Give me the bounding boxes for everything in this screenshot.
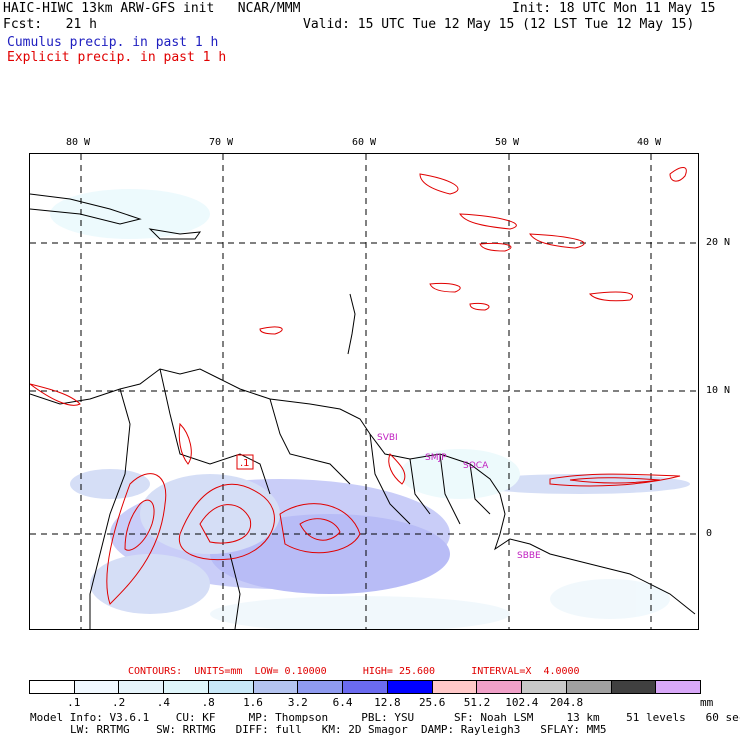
footer-damp: DAMP: Rayleigh3 [421, 723, 521, 736]
scale-swatch [431, 681, 477, 693]
lon-label-40w: 40 W [637, 137, 662, 148]
contours-label: CONTOURS: [128, 666, 183, 677]
scale-label: .4 [156, 696, 171, 709]
footer-dt: 60 sec [705, 711, 740, 724]
scale-swatch [30, 681, 74, 693]
footer-levels: 51 levels [626, 711, 686, 724]
lat-lon-grid [30, 154, 698, 629]
contours-interval: INTERVAL=X 4.0000 [471, 666, 580, 677]
contours-units: UNITS=mm [194, 666, 243, 677]
footer-mp: MP: Thompson [248, 711, 329, 724]
lat-label-0: 0 [706, 528, 713, 539]
contours-caption: CONTOURS: UNITS=mm LOW= 0.10000 HIGH= 25… [128, 667, 580, 677]
scale-swatch [610, 681, 656, 693]
map-canvas: .1 SVBI SMJP SOCA SBBE [29, 154, 698, 632]
scale-label: .1 [67, 696, 81, 709]
contours-low: LOW= 0.10000 [254, 666, 327, 677]
cumulus-legend: Cumulus precip. in past 1 h [7, 35, 219, 50]
footer-sf: SF: Noah LSM [453, 711, 534, 724]
station-label-smjp: SMJP [425, 453, 447, 463]
contours-high: HIGH= 25.600 [362, 666, 436, 677]
scale-swatch [252, 681, 298, 693]
scale-swatch [163, 681, 208, 693]
footer-cu: CU: KF [175, 711, 216, 724]
footer-sw: SW: RRTMG [156, 723, 216, 736]
contour-label: .1 [240, 458, 250, 469]
lat-label-10n: 10 N [706, 385, 731, 396]
scale-label: 12.8 [374, 696, 401, 709]
footer-sflay: SFLAY: MM5 [540, 723, 607, 736]
footer-pbl: PBL: YSU [361, 711, 415, 724]
footer-version: Model Info: V3.6.1 [30, 711, 150, 724]
scale-label: .8 [201, 696, 215, 709]
scale-swatch [521, 681, 566, 693]
contour-label-box [236, 454, 254, 470]
scale-swatch [565, 681, 611, 693]
scale-swatch [297, 681, 343, 693]
scale-label: 204.8 [550, 696, 584, 709]
cumulus-precip-shading [50, 189, 690, 632]
lon-label-80w: 80 W [66, 137, 91, 148]
footer-lw: LW: RRTMG [70, 723, 130, 736]
scale-swatch [118, 681, 164, 693]
scale-label: 51.2 [463, 696, 491, 709]
footer-km: KM: 2D Smagor [321, 723, 408, 736]
scale-label: 6.4 [332, 696, 353, 709]
coastlines [29, 193, 696, 630]
lon-label-50w: 50 W [495, 137, 520, 148]
lon-label-70w: 70 W [209, 137, 234, 148]
station-label-sbbe: SBBE [517, 551, 541, 561]
station-label-soca: SOCA [463, 461, 489, 471]
explicit-precip-contours [29, 167, 687, 605]
init-time: Init: 18 UTC Mon 11 May 15 [512, 1, 716, 16]
scale-label: .2 [111, 696, 126, 709]
model-title: HAIC-HIWC 13km ARW-GFS init NCAR/MMM [3, 1, 301, 16]
scale-label: 3.2 [287, 696, 308, 709]
scale-swatch [476, 681, 522, 693]
scale-unit: mm [700, 696, 714, 709]
scale-swatch [655, 681, 701, 693]
explicit-legend: Explicit precip. in past 1 h [7, 50, 227, 65]
color-scale-bar [29, 680, 701, 694]
precip-map: .1 SVBI SMJP SOCA SBBE [29, 153, 699, 632]
scale-label: 25.6 [418, 696, 446, 709]
model-info-line2: LW: RRTMG SW: RRTMG DIFF: full KM: 2D Sm… [70, 724, 607, 736]
lon-label-60w: 60 W [352, 137, 377, 148]
valid-time: Valid: 15 UTC Tue 12 May 15 (12 LST Tue … [303, 17, 695, 32]
model-info-line1: Model Info: V3.6.1 CU: KF MP: Thompson P… [30, 712, 740, 724]
forecast-hour: Fcst: 21 h [3, 17, 97, 32]
scale-swatch [342, 681, 387, 693]
station-label-svbi: SVBI [377, 433, 398, 443]
footer-diff: DIFF: full [235, 723, 302, 736]
scale-label: 102.4 [505, 696, 539, 709]
scale-swatch [386, 681, 432, 693]
lat-label-20n: 20 N [706, 237, 731, 248]
scale-swatch [73, 681, 119, 693]
scale-label: 1.6 [243, 696, 263, 709]
scale-swatch [207, 681, 253, 693]
footer-res: 13 km [566, 711, 600, 724]
